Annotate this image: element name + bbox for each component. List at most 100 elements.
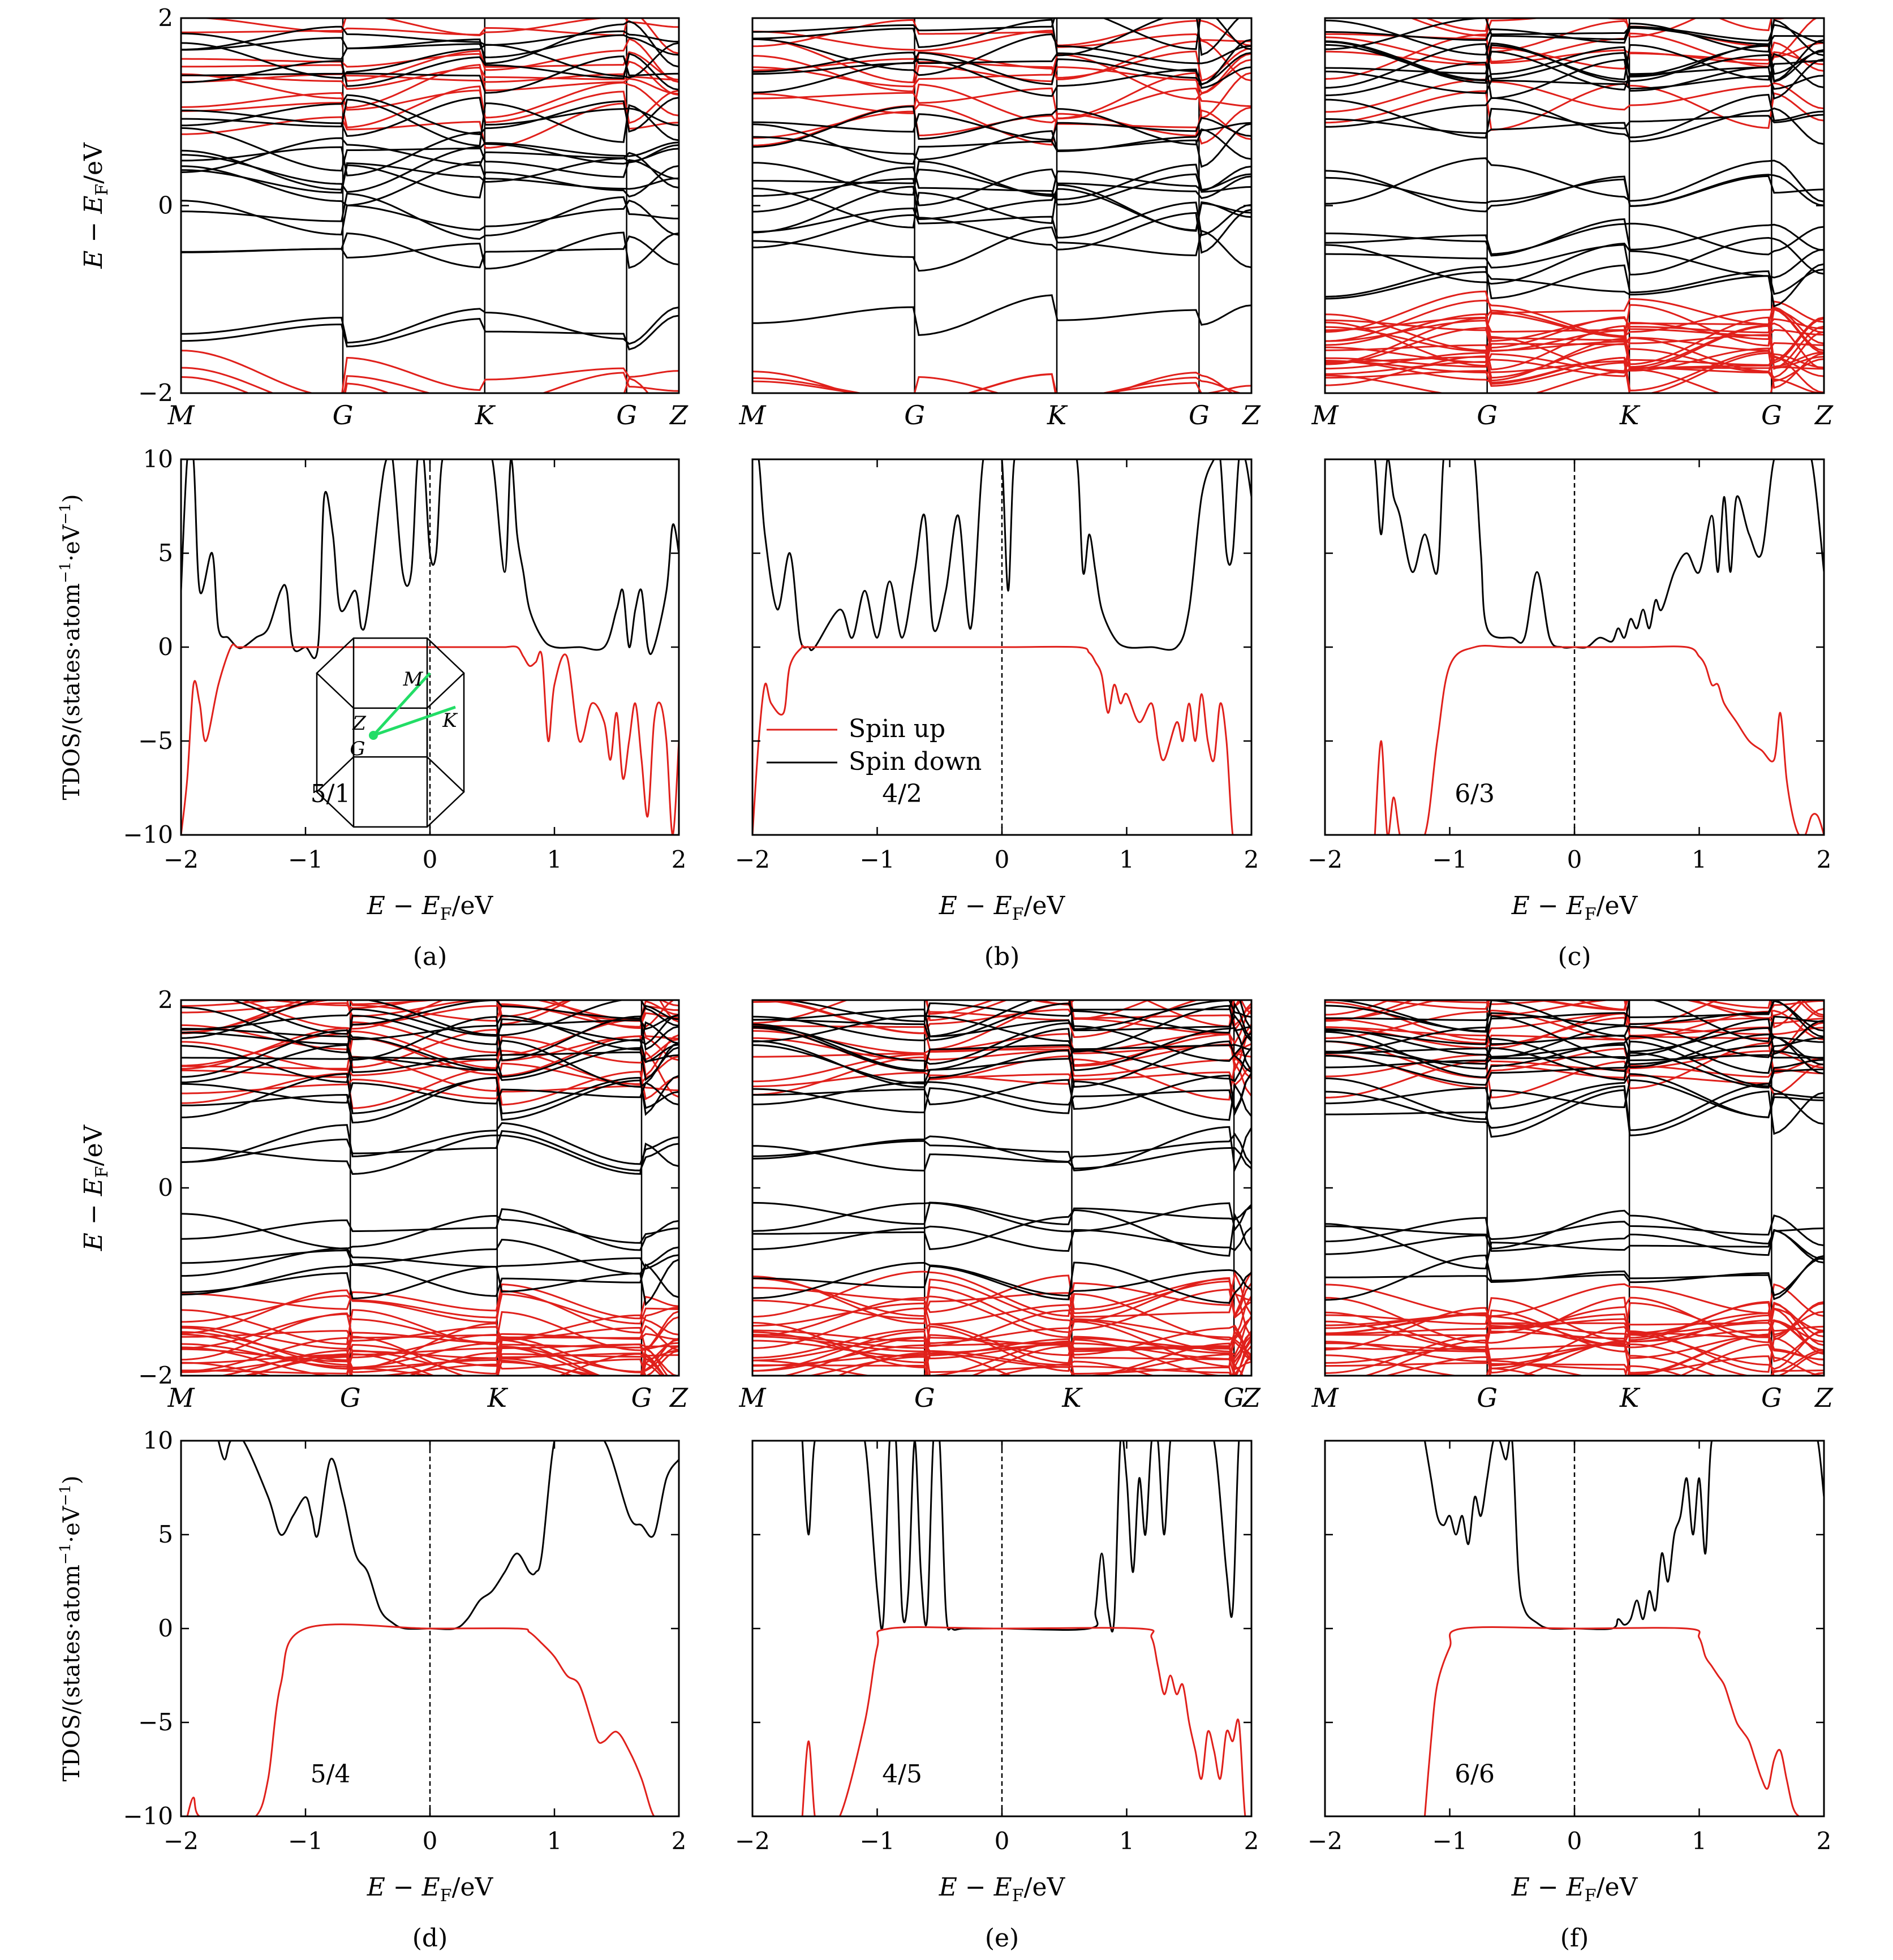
band-ytick-label: −2 <box>138 1362 173 1389</box>
ratio-label: 6/3 <box>1455 779 1495 808</box>
k-label-K: K <box>1047 400 1068 430</box>
dos-ylabel-exp2: −1 <box>57 1484 74 1506</box>
spin-up-conduction-band <box>181 81 679 119</box>
dos-xlabel-unit: /eV <box>452 891 494 920</box>
band-lines <box>1325 1000 1824 1376</box>
spin-down-upper-band <box>752 1027 1251 1072</box>
k-label-Z: Z <box>1241 1382 1261 1413</box>
k-label-Z: Z <box>1241 400 1261 430</box>
dos-xtick-label: −1 <box>288 1827 323 1855</box>
spin-down-band <box>752 1080 1251 1121</box>
band-ylabel-sub: F <box>92 184 112 196</box>
dos-xlabel: E − EF/eV <box>939 891 1066 924</box>
band-ytick-label: 2 <box>158 986 173 1014</box>
spin-up-conduction-band <box>181 18 679 54</box>
k-label-G: G <box>914 1382 935 1413</box>
spin-down-upper-band <box>1325 50 1824 91</box>
spin-up-valence-band <box>344 382 391 393</box>
dos-xlabel-unit: /eV <box>1024 891 1066 920</box>
spin-down-band <box>752 113 1251 141</box>
spin-up-valence-band <box>1383 1355 1824 1376</box>
band-ytick-label: 0 <box>158 192 173 219</box>
spin-down-upper-band <box>181 55 679 94</box>
dos-xlabel-sub: F <box>1012 1886 1024 1906</box>
spin-up-conduction-band <box>181 1067 679 1109</box>
dos-xlabel-unit: /eV <box>1597 1873 1638 1902</box>
spin-up-conduction-band <box>1325 1001 1824 1041</box>
k-label-G: G <box>333 400 354 430</box>
dos-xtick-label: −2 <box>735 1827 770 1855</box>
dos-ytick-label: −5 <box>138 727 173 755</box>
band-ylabel-main: E − E <box>79 196 108 269</box>
spin-down-upper-band <box>1325 1026 1824 1053</box>
band-ytick-label: −2 <box>138 379 173 407</box>
k-label-Z: Z <box>1814 400 1834 430</box>
spin-down-band <box>752 1072 1251 1116</box>
bz-path-GK <box>373 705 456 737</box>
spin-down-upper-band <box>752 1005 1251 1053</box>
spin-up-valence-band <box>181 1312 679 1361</box>
bz-point-G <box>369 731 378 740</box>
k-label-Z: Z <box>669 1382 689 1413</box>
band-ytick-label: 0 <box>158 1174 173 1201</box>
spin-down-upper-band <box>181 1014 679 1051</box>
spin-up-conduction-band <box>1405 1000 1824 1018</box>
spin-down-band <box>752 1072 1251 1114</box>
dos-xtick-label: −2 <box>1307 846 1343 873</box>
dos-spin-down-curve <box>752 459 1251 652</box>
dos-xlabel-sub: F <box>440 904 452 924</box>
spin-down-band <box>181 1238 679 1275</box>
spin-up-valence-band <box>1325 1307 1824 1351</box>
spin-down-upper-band <box>752 1014 1251 1042</box>
spin-up-valence-band <box>1363 1339 1824 1376</box>
spin-down-band <box>1325 1257 1824 1296</box>
spin-down-upper-band <box>1325 1025 1824 1059</box>
spin-down-band <box>1325 1073 1824 1118</box>
spin-down-band <box>1325 263 1824 308</box>
dos-spin-down-curve <box>1367 459 1824 649</box>
spin-down-upper-band <box>1325 58 1824 100</box>
dos-xlabel: E − EF/eV <box>367 891 494 924</box>
spin-down-band <box>752 123 1251 168</box>
spin-up-valence-band <box>752 1350 1251 1376</box>
dos-xlabel-sub: F <box>1585 904 1597 924</box>
spin-up-valence-band <box>181 1336 679 1373</box>
spin-up-valence-band <box>752 376 1251 393</box>
dos-xlabel-unit: /eV <box>452 1873 494 1902</box>
panel-label: (a) <box>413 942 448 971</box>
spin-down-upper-band <box>181 1015 679 1062</box>
dos-c: −2 −1 0 1 2E − EF/eV(c)6/3 <box>1307 458 1831 971</box>
spin-up-conduction-band <box>181 1030 679 1069</box>
dos-e: −2 −1 0 1 2E − EF/eV(e)4/5 <box>735 1440 1259 1953</box>
dos-curves <box>801 1441 1251 1816</box>
dos-ytick-label: −10 <box>123 821 173 848</box>
dos-xtick-label: 0 <box>1567 846 1582 873</box>
spin-up-valence-band <box>181 1309 679 1346</box>
spin-down-upper-band <box>181 1045 679 1083</box>
dos-spin-up-curve <box>1374 645 1824 835</box>
spin-down-upper-band <box>1325 41 1824 84</box>
spin-down-band <box>752 160 1251 197</box>
spin-down-band <box>181 131 679 176</box>
band-ylabel-sub: F <box>92 1166 112 1178</box>
spin-up-conduction-band <box>1325 1054 1824 1089</box>
spin-down-upper-band <box>752 1000 1251 1037</box>
spin-down-upper-band <box>752 1002 1251 1041</box>
k-label-K: K <box>1619 400 1641 430</box>
spin-down-band <box>752 1145 1251 1172</box>
panel-label: (c) <box>1558 942 1591 971</box>
spin-down-upper-band <box>752 51 1251 85</box>
dos-xlabel-main: E − E <box>939 891 1012 920</box>
bz-label-Z: Z <box>352 712 367 735</box>
dos-xlabel-sub: F <box>1585 1886 1597 1906</box>
ratio-label: 4/2 <box>882 779 922 808</box>
spin-up-valence-band <box>752 1323 1251 1364</box>
spin-down-band <box>752 168 1251 206</box>
spin-up-valence-band <box>1325 299 1824 342</box>
k-label-M: M <box>1311 1382 1339 1413</box>
spin-down-upper-band <box>181 1008 679 1037</box>
spin-up-valence-band <box>1325 337 1824 382</box>
spin-up-valence-band <box>752 1270 1251 1318</box>
band-structure-e: M G K GZ <box>738 999 1261 1413</box>
